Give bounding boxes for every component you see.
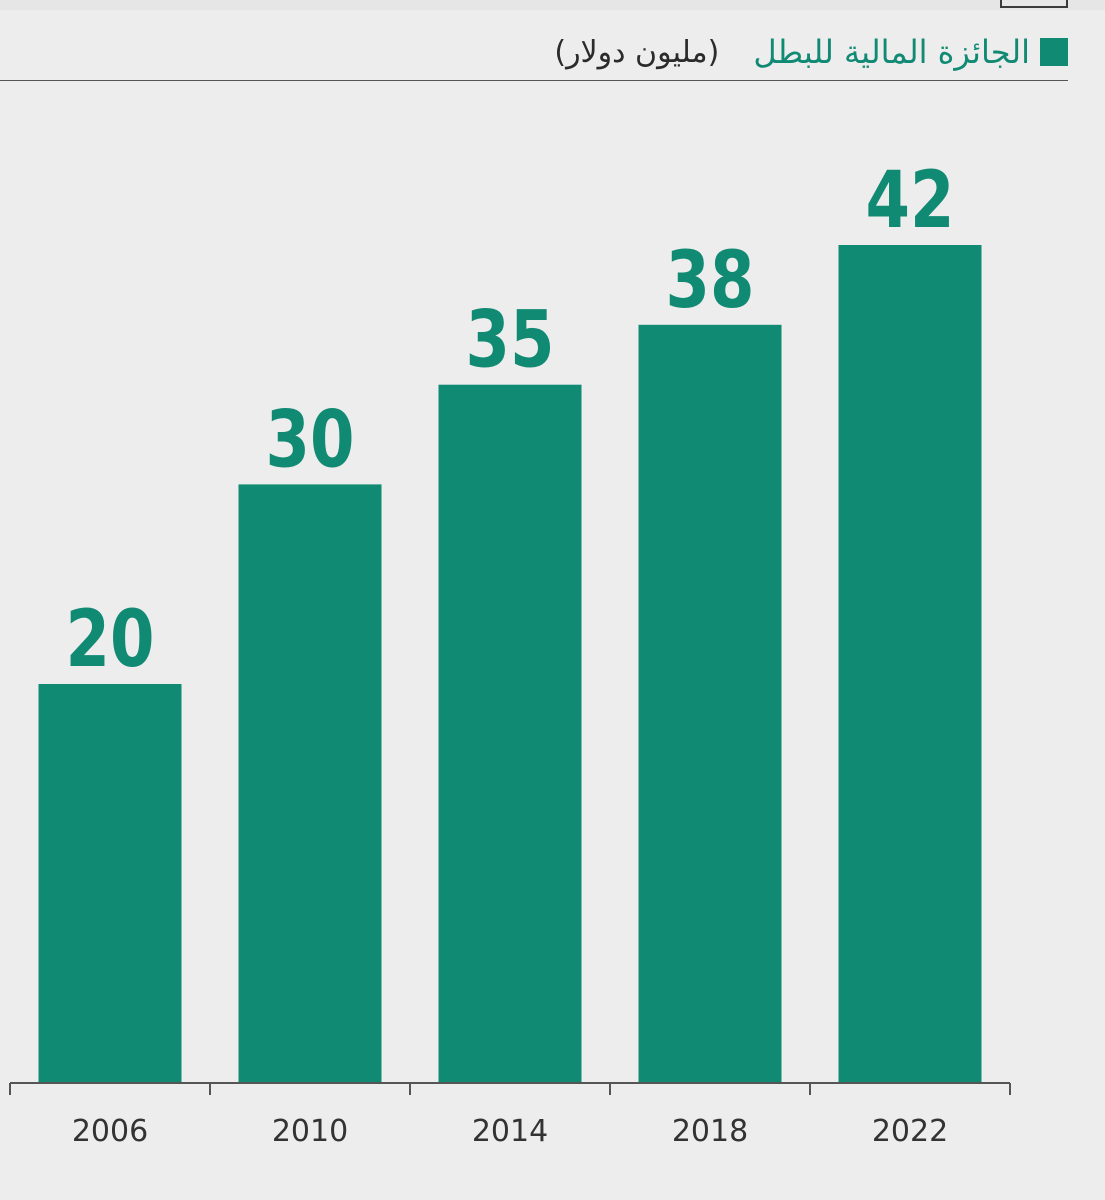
value-label-2010: 30 [266, 394, 355, 485]
x-tick-label-2022: 2022 [872, 1114, 948, 1149]
unit-label: (مليون دولار) [554, 34, 720, 70]
header-rule [0, 80, 1068, 81]
labels-layer: 20 30 35 38 42 [66, 155, 955, 685]
bar-2010 [238, 484, 382, 1083]
legend-label: الجائزة المالية للبطل [753, 33, 1030, 71]
value-label-2018: 38 [666, 235, 755, 326]
x-tick-label-2010: 2010 [272, 1114, 348, 1149]
value-label-2014: 35 [466, 295, 555, 386]
x-tick-label-2018: 2018 [672, 1114, 748, 1149]
bars-layer [38, 245, 982, 1083]
value-label-2022: 42 [866, 155, 955, 246]
x-tick-label-2014: 2014 [472, 1114, 548, 1149]
bar-2022 [838, 245, 982, 1083]
legend: الجائزة المالية للبطل (مليون دولار) [554, 28, 1068, 76]
bar-2018 [638, 324, 782, 1083]
top-frame-corner [1000, 0, 1068, 8]
x-tick-label-2006: 2006 [72, 1114, 148, 1149]
legend-swatch [1040, 38, 1068, 66]
value-label-2006: 20 [66, 594, 155, 685]
axis-layer: 2006 2010 2014 2018 2022 [9, 1082, 1011, 1149]
bar-2014 [438, 384, 582, 1083]
bar-2006 [38, 684, 182, 1083]
top-strip [0, 0, 1105, 10]
